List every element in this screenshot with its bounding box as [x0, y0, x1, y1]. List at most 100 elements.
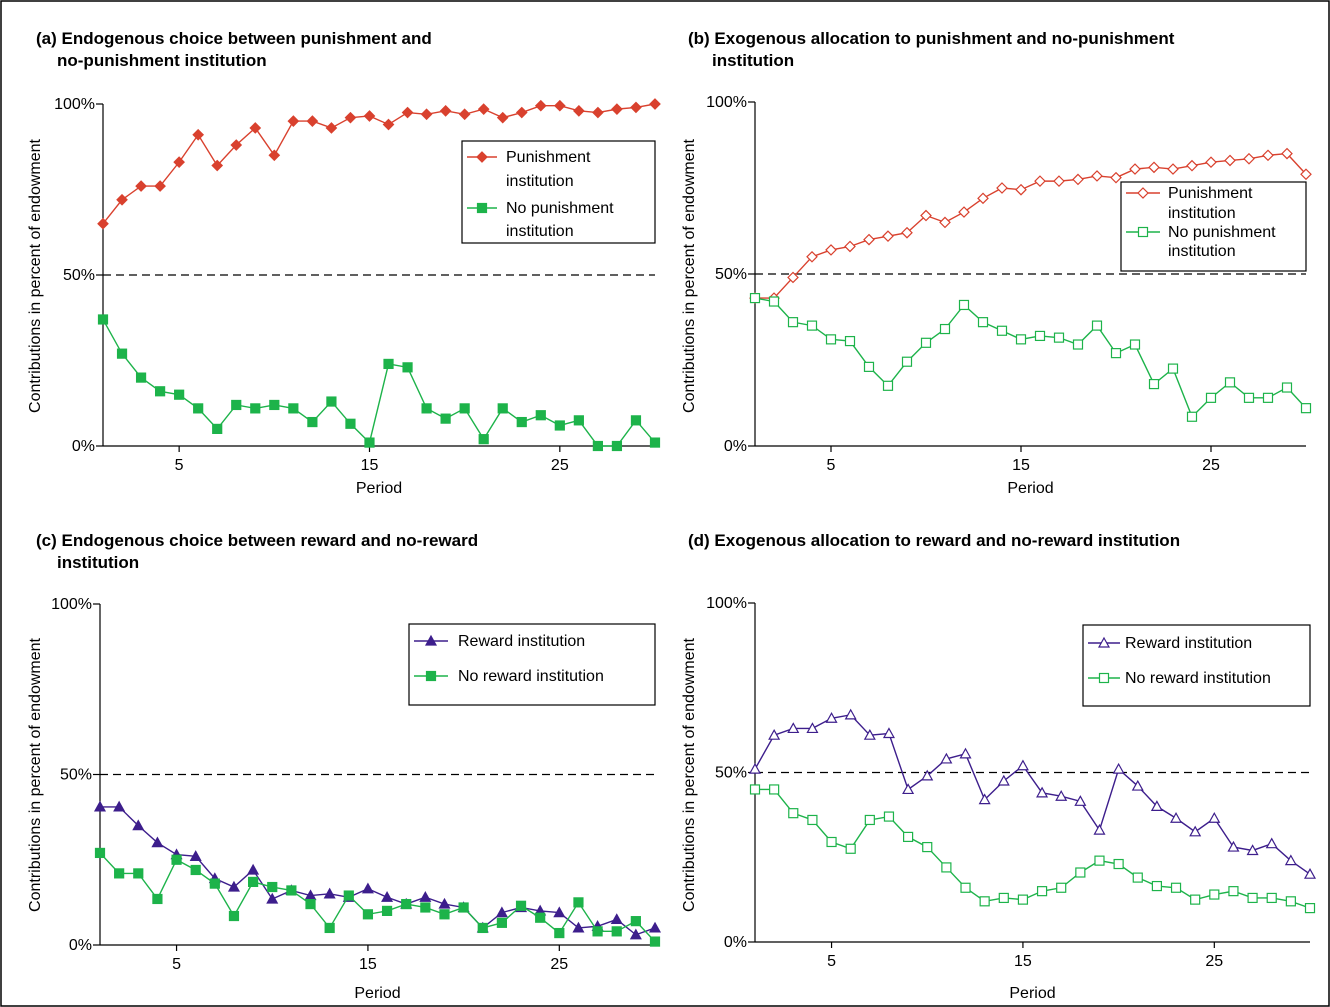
data-point-no-punishment-institution — [611, 440, 623, 452]
data-point-no-reward-institution — [1094, 855, 1105, 866]
data-point-no-reward-institution — [535, 912, 546, 923]
data-point-no-punishment-institution — [364, 437, 375, 448]
data-point-no-punishment-institution — [155, 386, 166, 397]
data-point-no-punishment-institution — [1148, 378, 1160, 390]
legend-box — [461, 140, 656, 244]
legend-box — [1082, 624, 1311, 707]
data-point-punishment-institution — [249, 122, 262, 134]
data-point-no-reward-institution — [439, 909, 450, 920]
data-point-no-reward-institution — [630, 916, 641, 927]
y-tick-label: 100% — [706, 94, 747, 111]
data-point-no-reward-institution — [515, 900, 527, 911]
data-point-reward-institution — [266, 892, 279, 904]
data-point-punishment-institution — [592, 106, 604, 119]
data-point-no-reward-institution — [1266, 892, 1277, 904]
y-tick-label: 50% — [63, 267, 95, 284]
data-point-punishment-institution — [401, 106, 414, 119]
legend-marker — [1137, 226, 1149, 238]
data-point-reward-institution — [844, 708, 857, 720]
legend-label: institution — [1168, 243, 1236, 260]
y-tick-label: 0% — [72, 438, 95, 455]
x-tick-label: 25 — [551, 457, 569, 474]
legend-label: Punishment — [506, 149, 591, 166]
data-point-punishment-institution — [344, 111, 357, 124]
y-tick-label: 50% — [715, 765, 747, 782]
data-point-reward-institution — [247, 863, 260, 875]
data-point-punishment-institution — [420, 108, 433, 121]
data-point-reward-institution — [748, 762, 762, 774]
data-point-no-reward-institution — [496, 917, 507, 928]
data-point-no-punishment-institution — [1224, 377, 1236, 388]
data-point-no-punishment-institution — [135, 372, 147, 383]
data-point-no-reward-institution — [941, 862, 952, 873]
data-point-reward-institution — [1074, 795, 1087, 806]
legend-box — [1120, 181, 1307, 272]
data-point-punishment-institution — [192, 128, 205, 141]
data-point-no-punishment-institution — [212, 423, 223, 434]
data-point-no-reward-institution — [1075, 867, 1086, 878]
data-point-reward-institution — [825, 712, 838, 723]
data-point-punishment-institution — [996, 182, 1008, 194]
y-tick-label: 100% — [706, 595, 747, 612]
data-point-no-reward-institution — [1056, 882, 1067, 893]
data-point-punishment-institution — [382, 118, 395, 131]
data-point-no-reward-institution — [171, 854, 182, 865]
data-point-punishment-institution — [135, 180, 147, 192]
chart-title: institution — [57, 553, 139, 572]
data-point-no-punishment-institution — [193, 403, 204, 414]
panel-d: (d) Exogenous allocation to reward and n… — [681, 531, 1317, 1002]
data-point-no-reward-institution — [788, 808, 799, 819]
data-point-reward-institution — [806, 722, 819, 734]
legend-marker — [425, 670, 437, 682]
data-point-reward-institution — [1189, 825, 1202, 837]
x-tick-label: 5 — [175, 457, 184, 474]
legend: Punishment institution No punishment instit… — [1120, 181, 1307, 272]
data-point-punishment-institution — [882, 230, 894, 243]
x-tick-label: 15 — [359, 956, 377, 973]
data-point-no-punishment-institution — [326, 396, 337, 407]
data-point-reward-institution — [323, 887, 336, 899]
data-point-no-punishment-institution — [630, 415, 642, 426]
data-point-no-punishment-institution — [1053, 332, 1065, 343]
data-point-reward-institution — [1036, 786, 1049, 798]
data-point-no-punishment-institution — [1300, 403, 1312, 414]
data-point-punishment-institution — [844, 240, 856, 253]
data-point-punishment-institution — [611, 103, 623, 115]
data-point-no-punishment-institution — [1110, 348, 1122, 359]
data-point-no-reward-institution — [883, 811, 895, 822]
chart-title: (a) Endogenous choice between punishment… — [36, 29, 432, 48]
y-axis-label: Contributions in percent of endowment — [27, 138, 44, 412]
data-point-punishment-institution — [630, 101, 642, 114]
data-point-reward-institution — [419, 891, 432, 902]
data-point-no-reward-institution — [1113, 858, 1124, 870]
data-point-punishment-institution — [1015, 183, 1027, 196]
data-point-no-reward-institution — [649, 936, 661, 947]
data-point-reward-institution — [629, 928, 642, 940]
x-tick-label: 15 — [361, 457, 379, 474]
data-point-punishment-institution — [863, 233, 875, 246]
data-point-no-reward-institution — [401, 898, 412, 910]
data-point-no-punishment-institution — [768, 296, 780, 307]
legend-label: Reward institution — [1125, 635, 1252, 652]
data-point-no-punishment-institution — [749, 292, 761, 304]
data-point-no-punishment-institution — [1091, 320, 1103, 331]
panel-b: (b) Exogenous allocation to punishment a… — [681, 29, 1312, 497]
data-point-no-punishment-institution — [825, 334, 837, 345]
y-axis-label: Contributions in percent of endowment — [681, 637, 698, 911]
data-point-no-reward-institution — [960, 882, 971, 893]
data-point-reward-institution — [361, 882, 374, 894]
data-point-punishment-institution — [1243, 152, 1255, 165]
data-point-no-punishment-institution — [844, 335, 856, 347]
chart-title: no-punishment institution — [57, 51, 267, 70]
data-point-punishment-institution — [1300, 168, 1312, 181]
data-point-no-punishment-institution — [806, 320, 818, 331]
x-axis-label: Period — [354, 985, 400, 1002]
data-point-no-punishment-institution — [250, 403, 261, 414]
data-point-reward-institution — [1112, 762, 1125, 774]
x-tick-label: 25 — [1202, 457, 1220, 474]
data-point-reward-institution — [1246, 844, 1259, 856]
panel-c: (c) Endogenous choice between reward and… — [27, 531, 662, 1002]
data-point-no-reward-institution — [1170, 882, 1182, 893]
x-tick-label: 25 — [1205, 953, 1223, 970]
data-point-no-punishment-institution — [977, 317, 989, 328]
